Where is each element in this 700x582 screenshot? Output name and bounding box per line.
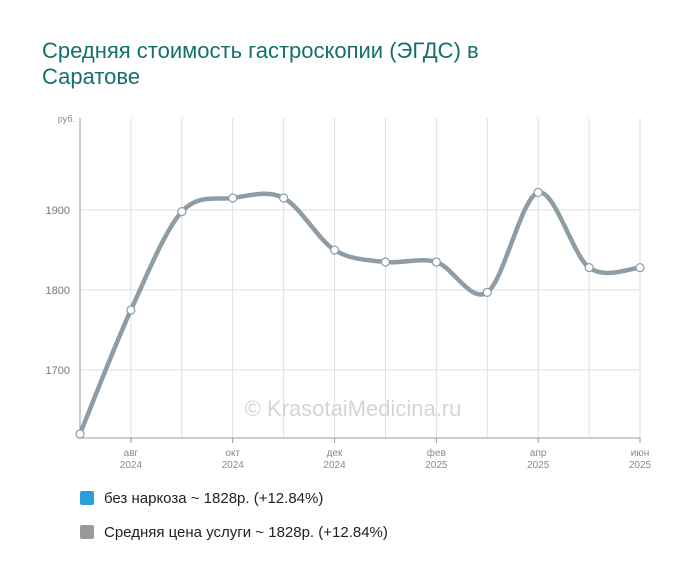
y-tick-label: 1800 [46,285,70,297]
x-tick-month: дек [327,448,343,459]
y-tick-label: 1700 [46,365,70,377]
points-layer [75,187,645,439]
data-point [533,187,543,197]
data-point [482,287,492,297]
x-tick-year: 2025 [629,460,652,471]
x-tick-year: 2025 [425,460,448,471]
x-tick-month: фев [427,447,446,459]
data-point [431,257,441,267]
x-tick-year: 2024 [323,460,346,471]
x-tick-year: 2024 [222,460,245,471]
x-tick-year: 2024 [120,460,143,471]
legend-label-bez-narkoza: без наркоза ~ 1828р. (+12.84%) [104,490,324,507]
data-point [279,193,289,203]
legend-swatch-gray [80,525,94,539]
y-tick-label: 1900 [46,205,70,217]
axes [79,118,641,443]
watermark: © KrasotaiMedicina.ru [245,396,462,421]
data-point [380,257,391,267]
legend-label-average: Средняя цена услуги ~ 1828р. (+12.84%) [104,524,388,541]
data-point [126,305,136,315]
grid [80,118,641,438]
data-point [584,263,594,273]
y-axis-label: руб. [58,114,75,124]
legend-item-average[interactable]: Средняя цена услуги ~ 1828р. (+12.84%) [80,524,388,541]
chart-title: Средняя стоимость гастроскопии (ЭГДС) в … [42,38,479,89]
x-tick-month: авг [124,448,139,459]
data-point [177,207,187,217]
x-tick-year: 2025 [527,460,550,471]
labels-layer: 170018001900руб.авг2024окт2024дек2024фев… [46,114,652,471]
data-point [75,429,85,439]
legend-swatch-blue [80,491,94,505]
x-tick-month: июн [631,448,650,459]
legend-item-bez-narkoza[interactable]: без наркоза ~ 1828р. (+12.84%) [80,490,323,507]
data-point [228,193,238,203]
x-tick-month: окт [225,448,240,459]
x-tick-month: апр [530,448,547,459]
data-point [329,245,340,255]
data-point [635,263,645,273]
